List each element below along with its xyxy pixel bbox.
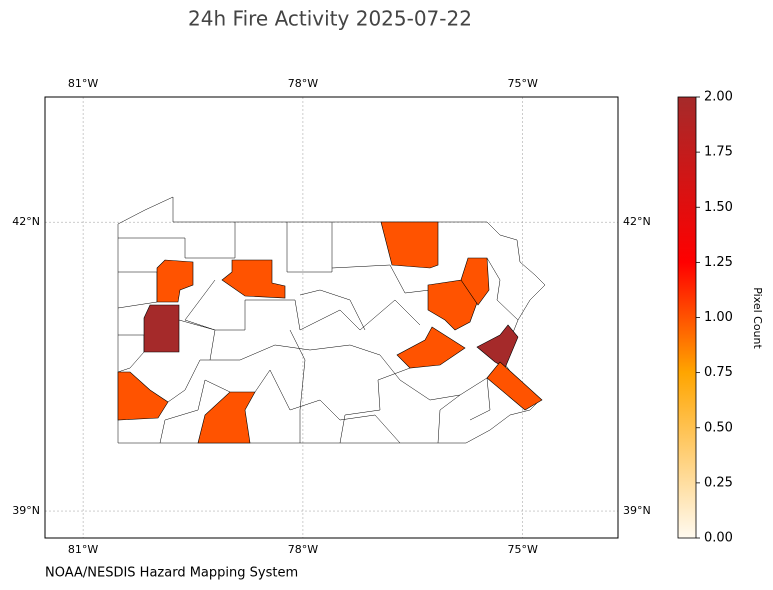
colorbar-tick-label: 1.50 — [704, 200, 733, 215]
colorbar-tick-label: 0.50 — [704, 420, 733, 435]
county-border — [117, 334, 145, 373]
fire-county — [380, 221, 439, 269]
colorbar-tick-label: 1.75 — [704, 145, 733, 160]
lon-label-bottom: 78°W — [288, 543, 318, 556]
county-border — [178, 299, 421, 331]
county-border — [331, 264, 431, 294]
colorbar-tick-label: 0.00 — [704, 531, 733, 546]
lon-label-top: 81°W — [68, 77, 98, 90]
fire-county — [476, 324, 519, 369]
graticule — [45, 97, 618, 538]
map-title: 24h Fire Activity 2025-07-22 — [188, 7, 472, 31]
lat-label-left: 42°N — [12, 215, 40, 228]
fire-county — [143, 304, 180, 353]
county-border — [437, 377, 491, 444]
county-border — [486, 257, 519, 321]
fire-county — [486, 361, 543, 411]
colorbar-tick-label: 1.25 — [704, 255, 733, 270]
lon-label-top: 75°W — [508, 77, 538, 90]
colorbar-tick-label: 1.00 — [704, 310, 733, 325]
lon-label-bottom: 81°W — [68, 543, 98, 556]
colorbar — [677, 96, 697, 539]
fire-county — [460, 257, 490, 306]
colorbar-tick-label: 2.00 — [704, 90, 733, 105]
fire-county — [197, 391, 256, 444]
lon-label-bottom: 75°W — [508, 543, 538, 556]
county-border — [254, 369, 401, 444]
fire-county — [221, 259, 286, 299]
state-outline — [117, 196, 546, 444]
county-border — [117, 271, 158, 309]
county-border — [339, 367, 411, 444]
map-frame — [44, 96, 619, 539]
county-border — [118, 222, 236, 259]
fire-county — [156, 259, 194, 303]
lat-label-right: 39°N — [623, 504, 651, 517]
state-map — [117, 196, 546, 444]
colorbar-label: Pixel Count — [751, 287, 764, 349]
county-border — [167, 344, 461, 403]
county-border — [184, 279, 216, 361]
colorbar-tick-label: 0.75 — [704, 365, 733, 380]
fire-county — [396, 326, 466, 369]
lat-label-left: 39°N — [12, 504, 40, 517]
source-note: NOAA/NESDIS Hazard Mapping System — [45, 566, 298, 581]
county-border — [289, 329, 306, 443]
colorbar-tick-label: 0.25 — [704, 475, 733, 490]
lon-label-top: 78°W — [288, 77, 318, 90]
lat-label-right: 42°N — [623, 215, 651, 228]
county-border — [299, 289, 366, 331]
fire-county — [117, 371, 169, 421]
county-border — [286, 222, 333, 273]
county-border — [159, 379, 231, 444]
